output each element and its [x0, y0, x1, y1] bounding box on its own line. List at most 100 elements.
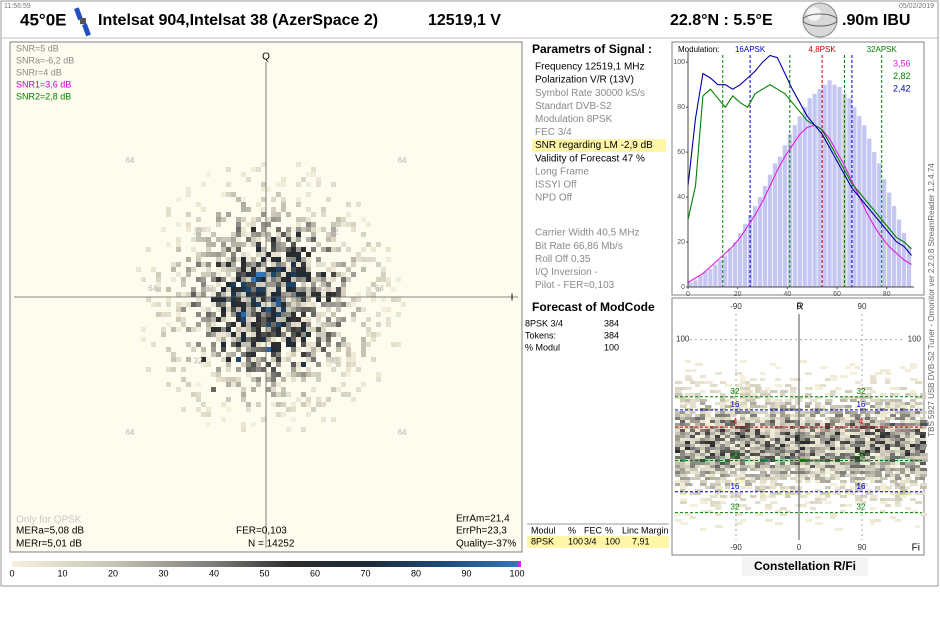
cell [246, 297, 251, 302]
cell [915, 501, 923, 504]
cell [735, 429, 741, 432]
cell [715, 525, 723, 528]
cell [845, 468, 852, 471]
cell [770, 477, 777, 480]
cell [216, 307, 221, 312]
cell [720, 441, 726, 444]
cell [291, 247, 296, 252]
cell [286, 372, 291, 377]
cell [845, 447, 852, 450]
cell [760, 480, 767, 483]
cell [261, 272, 266, 277]
cell [835, 477, 841, 480]
cell [256, 317, 261, 322]
cell [301, 272, 306, 277]
cell [321, 227, 326, 232]
cell [700, 480, 708, 483]
cell [860, 411, 868, 414]
cell [765, 402, 772, 405]
cell [266, 237, 271, 242]
cell [281, 277, 286, 282]
cell [201, 207, 206, 212]
cell [770, 483, 776, 486]
cell [251, 237, 256, 242]
cell [206, 237, 211, 242]
cell [710, 486, 718, 489]
cell [820, 492, 827, 495]
cell [306, 402, 311, 407]
cell [710, 429, 716, 432]
cell [855, 438, 863, 441]
cell [685, 480, 691, 483]
cell [755, 396, 761, 399]
cell [860, 462, 868, 465]
cell [196, 277, 201, 282]
cell [855, 480, 861, 483]
cell [900, 462, 907, 465]
cell [890, 450, 897, 453]
cell [805, 402, 812, 405]
cell [705, 468, 713, 471]
cell [241, 307, 246, 312]
cell [770, 420, 778, 423]
cell [226, 367, 231, 372]
cell [740, 432, 748, 435]
cell [266, 277, 271, 282]
cell [366, 242, 371, 247]
cell [850, 441, 858, 444]
cell [326, 352, 331, 357]
cell [870, 435, 876, 438]
cell [875, 372, 883, 375]
level-label: 4 [859, 417, 864, 426]
cell [256, 302, 261, 307]
cell [321, 212, 326, 217]
parameter: Frequency 12519,1 MHz [535, 62, 645, 73]
cell [381, 272, 386, 277]
cell [855, 396, 861, 399]
cell [705, 477, 711, 480]
cell [301, 292, 306, 297]
cell [261, 182, 266, 187]
cell [181, 322, 186, 327]
cell [316, 277, 321, 282]
cell [895, 405, 901, 408]
cell [715, 435, 723, 438]
cell [261, 247, 266, 252]
cell [840, 447, 846, 450]
cell [765, 465, 773, 468]
cell [800, 441, 807, 444]
cell [900, 429, 907, 432]
cell [276, 192, 281, 197]
cell [905, 393, 911, 396]
cell [760, 471, 768, 474]
cell [221, 192, 226, 197]
cell [271, 287, 276, 292]
cell [890, 483, 897, 486]
cell [236, 342, 241, 347]
cell [920, 417, 926, 420]
cell [875, 399, 881, 402]
cell [291, 262, 296, 267]
cell [815, 459, 822, 462]
cell [750, 468, 757, 471]
cell [790, 378, 796, 381]
cell [880, 453, 886, 456]
cell [690, 399, 697, 402]
cell [346, 367, 351, 372]
cell [735, 453, 743, 456]
cell [885, 435, 892, 438]
cell [161, 327, 166, 332]
cell [286, 262, 291, 267]
cell [246, 337, 251, 342]
table-cell: 3/4 [584, 536, 597, 546]
cell [311, 232, 316, 237]
cell [770, 402, 777, 405]
parameter: Standart DVB-S2 [535, 101, 612, 112]
ring-label: 32 [194, 357, 203, 366]
cell [775, 405, 782, 408]
cell [715, 504, 722, 507]
cell [795, 474, 802, 477]
cell [331, 302, 336, 307]
cell [745, 390, 753, 393]
cell [835, 444, 841, 447]
